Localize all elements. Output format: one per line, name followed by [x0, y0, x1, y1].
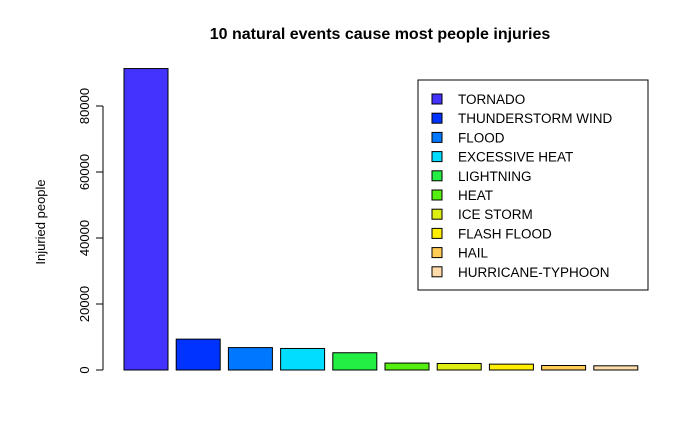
- legend-label-flash-flood: FLASH FLOOD: [458, 226, 552, 241]
- y-tick-label: 0: [77, 366, 92, 373]
- legend-swatch-flood: [431, 131, 443, 143]
- legend-swatch-excessive-heat: [431, 151, 443, 163]
- y-tick-label: 20000: [77, 286, 92, 322]
- bar-flood: [227, 347, 273, 371]
- legend-label-thunderstorm-wind: THUNDERSTORM WIND: [458, 111, 612, 126]
- chart-title: 10 natural events cause most people inju…: [210, 26, 551, 43]
- bar-hurricane-typhoon: [593, 365, 639, 371]
- legend-label-hail: HAIL: [458, 246, 489, 261]
- legend-swatch-thunderstorm-wind: [431, 112, 443, 124]
- legend-label-excessive-heat: EXCESSIVE HEAT: [458, 150, 573, 165]
- bar-tornado: [123, 68, 169, 371]
- y-axis: 0 20000 40000 60000 80000: [77, 88, 104, 374]
- legend-swatch-lightning: [431, 170, 443, 182]
- legend-label-ice-storm: ICE STORM: [458, 207, 533, 222]
- bar-thunderstorm-wind: [175, 338, 221, 371]
- legend-swatch-ice-storm: [431, 208, 443, 220]
- legend-label-tornado: TORNADO: [458, 92, 525, 107]
- bar-hail: [541, 365, 587, 371]
- bar-excessive-heat: [280, 347, 326, 371]
- legend-label-hurricane-typhoon: HURRICANE-TYPHOON: [458, 265, 610, 280]
- y-axis-label: Injuried people: [33, 179, 48, 264]
- legend-box: [417, 79, 649, 291]
- legend-swatch-tornado: [431, 93, 443, 105]
- bar-flash-flood: [488, 363, 534, 371]
- legend-label-heat: HEAT: [458, 188, 493, 203]
- legend: TORNADO THUNDERSTORM WIND FLOOD EXCESSIVE H…: [417, 79, 649, 291]
- bar-ice-storm: [436, 362, 482, 371]
- bars: [123, 68, 639, 371]
- legend-swatch-hail: [431, 247, 443, 259]
- legend-swatch-hurricane-typhoon: [431, 266, 443, 278]
- legend-label-lightning: LIGHTNING: [458, 169, 532, 184]
- y-tick-label: 40000: [77, 220, 92, 256]
- bar-lightning: [332, 352, 378, 371]
- y-tick-label: 80000: [77, 88, 92, 124]
- y-tick-label: 60000: [77, 154, 92, 190]
- bar-heat: [384, 362, 430, 371]
- legend-swatch-heat: [431, 189, 443, 201]
- legend-swatch-flash-flood: [431, 227, 443, 239]
- legend-label-flood: FLOOD: [458, 130, 505, 145]
